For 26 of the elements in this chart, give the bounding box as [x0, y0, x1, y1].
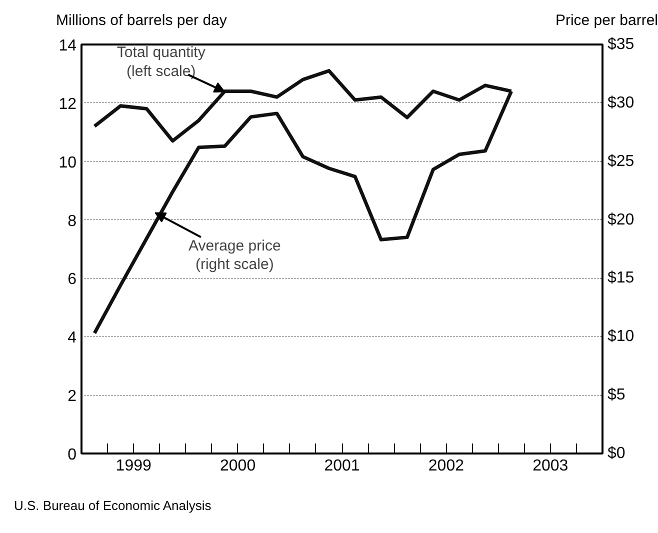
y2-tick-label: $0	[608, 445, 626, 462]
y2-tick-label: $5	[608, 386, 626, 404]
x-tick-label: 2001	[324, 458, 360, 474]
y2-tick-label: $35	[608, 36, 634, 53]
y-tick-label: 4	[68, 330, 77, 347]
y-tick-label: 0	[68, 446, 77, 464]
y2-tick-label: $15	[608, 270, 634, 287]
x-tick-label: 2002	[428, 458, 464, 474]
x-tick-label: 2000	[220, 458, 256, 474]
text: U.S. Bureau of Economic Analysis	[14, 497, 212, 515]
y-tick-label: 14	[58, 38, 77, 54]
y-tick-label: 10	[58, 154, 77, 172]
y-tick-label: 8	[68, 212, 77, 230]
y-tick-label: 2	[68, 388, 77, 406]
annotation: Total quantity (left scale)	[116, 44, 206, 80]
y-axis-title: Millions of barrels per day	[56, 11, 227, 31]
y2-tick-label: $10	[608, 328, 634, 346]
y2-tick-label: $25	[608, 152, 634, 170]
y-tick-label: 12	[58, 96, 77, 113]
y2-axis-title: Price per barrel	[555, 11, 658, 31]
x-tick-label: 1999	[116, 458, 152, 474]
annotation: Average price (right scale)	[188, 237, 281, 273]
y2-tick-label: $30	[608, 94, 634, 112]
y-tick-label: 6	[68, 271, 77, 288]
y2-tick-label: $20	[608, 211, 634, 228]
x-tick-label: 2003	[532, 458, 568, 474]
